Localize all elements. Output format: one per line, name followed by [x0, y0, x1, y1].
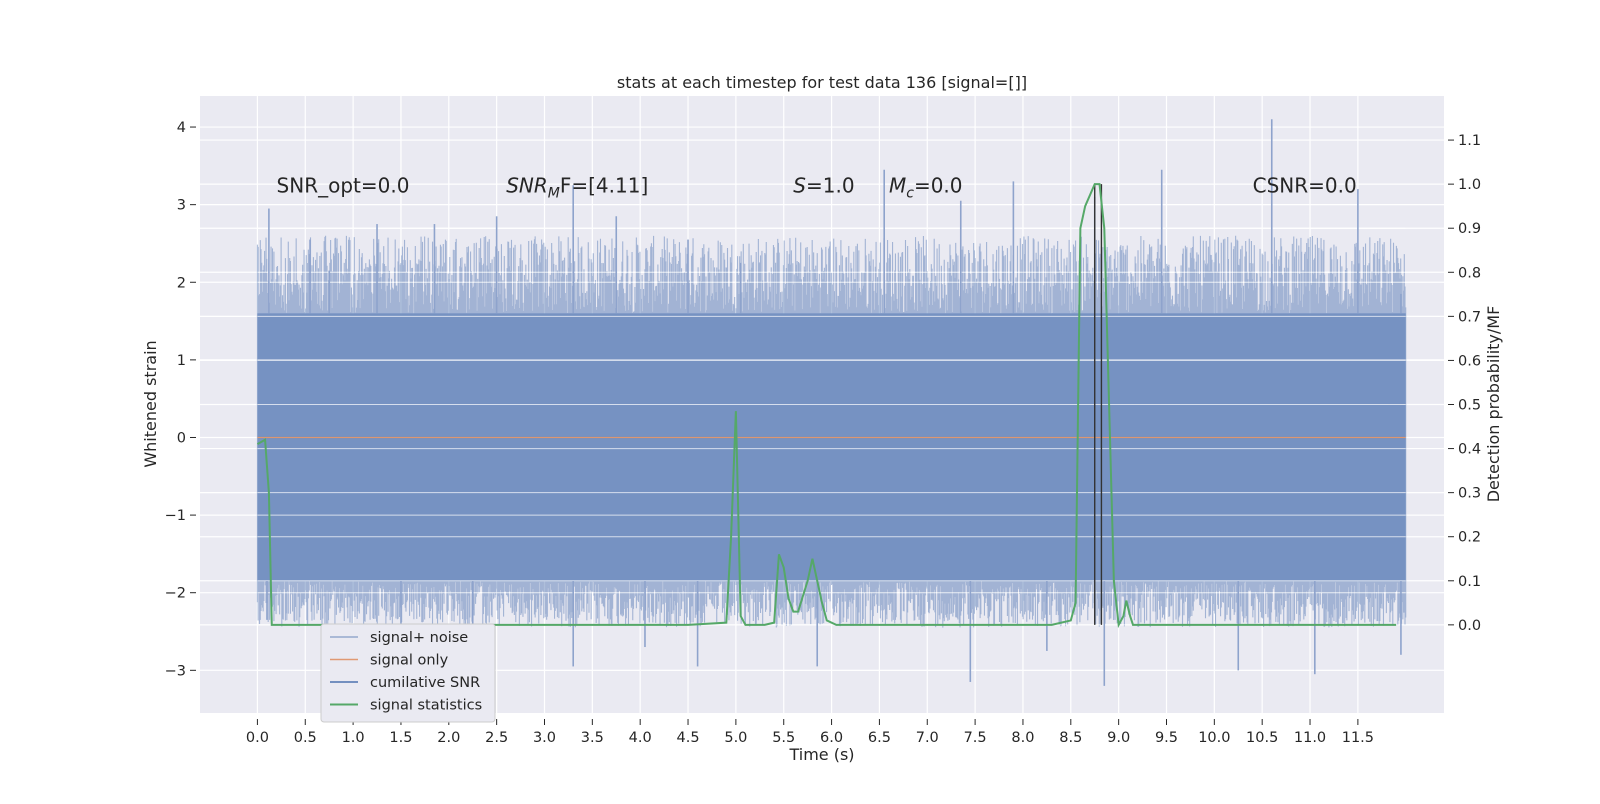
x-tick-label: 9.0	[1107, 730, 1130, 746]
y-tick-label-right: 0.9	[1458, 221, 1481, 237]
noise-trace	[256, 235, 1407, 628]
y-tick-label-right: 0.6	[1458, 353, 1481, 369]
annotation-layer: SNR_opt=0.0 SNRMF=[4.11] S=1.0 Mc=0.0 CSNR=0…	[277, 173, 1357, 201]
legend-label: cumilative SNR	[370, 675, 480, 691]
x-tick-label: 8.5	[1059, 730, 1082, 746]
x-axis-label: Time (s)	[788, 745, 854, 764]
x-tick-label: 5.0	[724, 730, 747, 746]
tick-label-layer: 0.0 0.5 1.0 1.5 2.0 2.5 3.0 3.5 4.0 4.5 5.0 5.5 6.0 6…	[165, 120, 1481, 746]
legend: signal+ noise signal only cumilative SNR si…	[320, 623, 496, 723]
y-tick-label-left: 1	[177, 353, 186, 369]
x-tick-label: 11.0	[1294, 730, 1326, 746]
y-tick-label-right: 0.2	[1458, 530, 1481, 546]
y-tick-label-right: 0.0	[1458, 618, 1481, 634]
legend-box	[320, 623, 496, 723]
legend-label: signal+ noise	[370, 630, 468, 646]
x-tick-label: 3.5	[581, 730, 604, 746]
y-axis-label-left: Whitened strain	[141, 340, 160, 467]
x-tick-label: 0.0	[246, 730, 269, 746]
y-tick-label-right: 0.3	[1458, 486, 1481, 502]
annotation-text: Mc=0.0	[889, 173, 963, 201]
x-tick-label: 4.0	[629, 730, 652, 746]
annotation-text: SNR_opt=0.0	[277, 173, 410, 197]
annotation-text: S=1.0	[793, 173, 854, 197]
y-tick-label-left: −3	[165, 663, 186, 679]
signal-statistics-layer	[256, 183, 1397, 629]
x-tick-label: 1.5	[389, 730, 412, 746]
x-tick-label: 4.5	[676, 730, 699, 746]
y-tick-label-left: 0	[177, 430, 186, 446]
x-tick-label: 1.0	[342, 730, 365, 746]
y-tick-label-left: 3	[177, 198, 186, 214]
x-tick-label: 3.0	[533, 730, 556, 746]
y-tick-label-left: 4	[177, 120, 186, 136]
x-tick-label: 8.0	[1011, 730, 1034, 746]
y-tick-label-right: 0.4	[1458, 442, 1481, 458]
x-tick-label: 2.5	[485, 730, 508, 746]
x-tick-label: 11.5	[1342, 730, 1374, 746]
x-tick-label: 0.5	[294, 730, 317, 746]
y-tick-label-left: −1	[165, 508, 186, 524]
x-tick-label: 6.0	[820, 730, 843, 746]
chart-title: stats at each timestep for test data 136…	[617, 73, 1027, 92]
vertical-marker-layer	[1094, 184, 1103, 625]
x-tick-label: 10.0	[1198, 730, 1230, 746]
x-tick-label: 9.5	[1155, 730, 1178, 746]
x-tick-label: 6.5	[868, 730, 891, 746]
y-axis-label-right: Detection probability/MF	[1484, 306, 1503, 503]
annotation-text: SNRMF=[4.11]	[506, 173, 648, 201]
y-tick-label-right: 0.5	[1458, 398, 1481, 414]
x-tick-label: 7.0	[916, 730, 939, 746]
y-tick-label-right: 1.1	[1458, 133, 1481, 149]
x-tick-label: 10.5	[1246, 730, 1278, 746]
legend-label: signal only	[370, 653, 449, 669]
y-tick-label-right: 1.0	[1458, 177, 1481, 193]
x-tick-label: 2.0	[437, 730, 460, 746]
y-tick-label-left: 2	[177, 275, 186, 291]
y-tick-label-right: 0.8	[1458, 265, 1481, 281]
noise-series-layer	[256, 119, 1407, 686]
legend-label: signal statistics	[370, 698, 482, 714]
x-tick-label: 5.5	[772, 730, 795, 746]
legend-items: signal+ noise signal only cumilative SNR si…	[330, 630, 482, 714]
y-tick-label-right: 0.7	[1458, 309, 1481, 325]
y-tick-label-right: 0.1	[1458, 574, 1481, 590]
x-tick-label: 7.5	[964, 730, 987, 746]
annotation-text: CSNR=0.0	[1253, 173, 1357, 197]
y-tick-label-left: −2	[165, 586, 186, 602]
signal-statistics-line	[256, 183, 1397, 629]
